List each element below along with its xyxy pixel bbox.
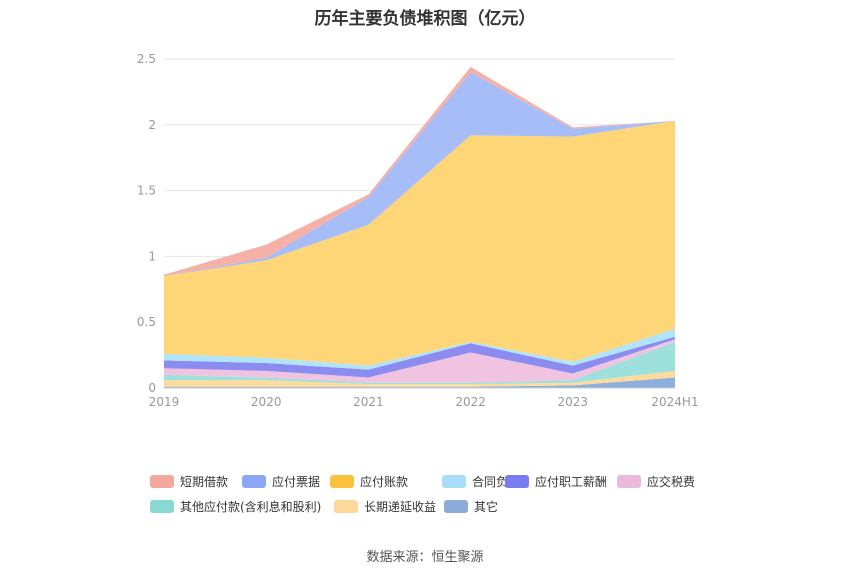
legend-item[interactable]: 其他应付款(含利息和股利)	[150, 498, 321, 515]
legend-label: 其他应付款(含利息和股利)	[180, 500, 322, 514]
x-tick-label: 2023	[558, 395, 589, 409]
legend-swatch	[617, 475, 641, 488]
chart-title: 历年主要负债堆积图（亿元）	[314, 9, 536, 29]
legend-item[interactable]: 应付职工薪酬	[505, 473, 607, 490]
x-tick-label: 2021	[353, 395, 384, 409]
legend-swatch	[442, 475, 466, 488]
legend-label: 应交税费	[647, 475, 696, 489]
x-tick-label: 2020	[251, 395, 282, 409]
area-应付账款	[164, 120, 675, 366]
y-tick-label: 1.5	[137, 184, 156, 198]
data-source: 数据来源：恒生聚源	[366, 550, 484, 565]
legend-label: 长期递延收益	[364, 500, 437, 514]
area-长期递延收益	[164, 370, 675, 387]
area-应付票据	[164, 72, 675, 277]
legend-swatch	[330, 475, 354, 488]
area-其他应付款(含利息和股利)	[164, 341, 675, 385]
x-tick-label: 2019	[149, 395, 180, 409]
axes: 0 0.5 1 1.5 2 2.5 2019 2020 2021 2022 2023 2024H1	[137, 52, 699, 409]
y-tick-label: 0	[148, 381, 156, 395]
x-tick-label: 2024H1	[651, 395, 698, 409]
legend-swatch	[444, 500, 468, 513]
legend-swatch	[334, 500, 358, 513]
legend-item[interactable]: 其它	[444, 498, 498, 515]
y-tick-label: 2.5	[137, 52, 156, 66]
legend-item[interactable]: 应付票据	[242, 473, 320, 490]
area-其它	[164, 377, 675, 388]
legend-item[interactable]: 长期递延收益	[334, 498, 436, 515]
legend-swatch	[505, 475, 529, 488]
area-合同负债	[164, 328, 675, 370]
y-tick-label: 2	[148, 118, 156, 132]
legend-label: 应付账款	[360, 475, 409, 489]
x-tick-label: 2022	[455, 395, 486, 409]
legend-item[interactable]: 应交税费	[617, 473, 695, 490]
legend-label: 短期借款	[180, 475, 229, 489]
legend-item[interactable]: 应付账款	[330, 473, 408, 490]
legend-swatch	[150, 475, 174, 488]
legend-label: 应付票据	[272, 475, 321, 489]
area-应交税费	[164, 339, 675, 383]
legend-label: 其它	[474, 500, 499, 514]
area-series	[164, 66, 675, 388]
legend-label: 应付职工薪酬	[535, 475, 608, 489]
area-应付职工薪酬	[164, 336, 675, 378]
legend-swatch	[242, 475, 266, 488]
legend-swatch	[150, 500, 174, 513]
legend-item[interactable]: 短期借款	[150, 473, 228, 490]
y-tick-label: 1	[148, 249, 156, 263]
y-tick-label: 0.5	[137, 315, 156, 329]
